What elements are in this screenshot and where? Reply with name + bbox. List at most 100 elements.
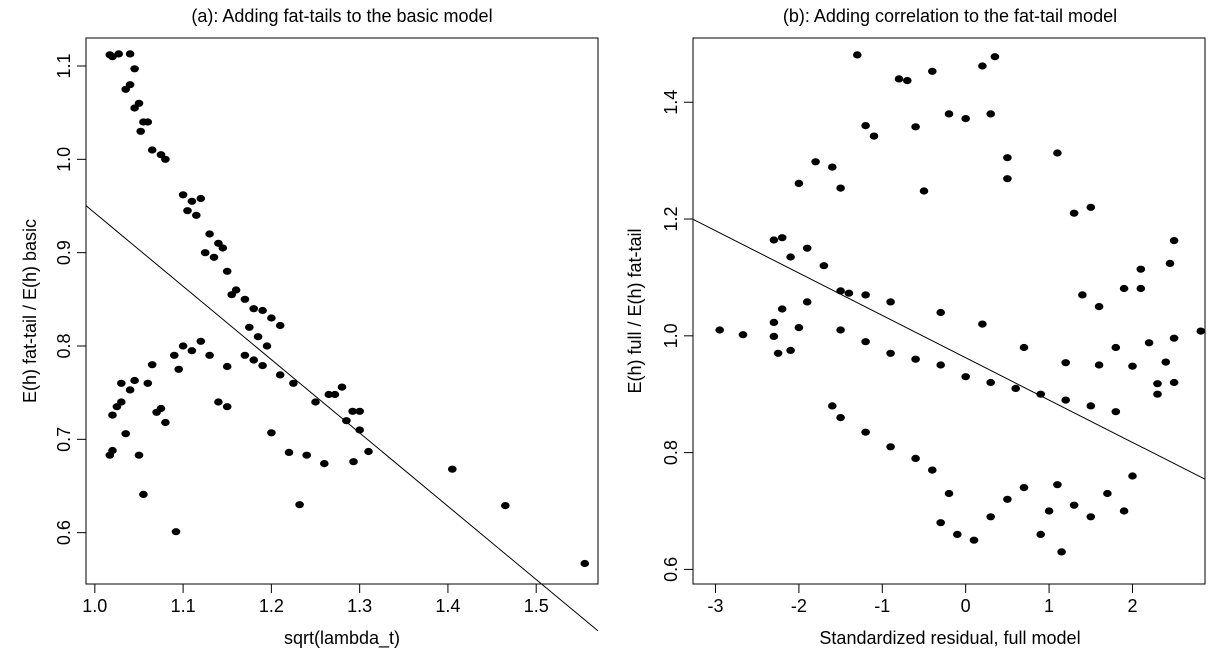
panel-a-x-tick-label: 1.4 xyxy=(435,596,460,616)
panel-b-point xyxy=(1086,513,1096,521)
panel-b-point xyxy=(986,378,995,387)
panel-b-y-tick-label: 1.0 xyxy=(661,323,681,348)
panel-b-x-tick-label: -3 xyxy=(708,596,724,616)
panel-a-y-tick-label: 0.6 xyxy=(54,520,74,545)
panel-b-y-tick-label: 1.2 xyxy=(661,207,681,232)
panel-b-point xyxy=(1003,154,1012,162)
panel-b-point xyxy=(1053,149,1062,157)
panel-b-point xyxy=(928,466,937,474)
panel-a-point xyxy=(364,447,373,456)
panel-b-xlabel: Standardized residual, full model xyxy=(819,628,1080,648)
panel-a-point xyxy=(130,376,139,385)
panel-b-x-tick-label: 1 xyxy=(1044,596,1054,616)
panel-b-ylabel: E(h) full / E(h) fat-tail xyxy=(625,228,645,393)
panel-b-point xyxy=(1061,359,1070,367)
panel-b-point xyxy=(936,361,945,369)
panel-a-point xyxy=(161,155,170,163)
panel-b-point xyxy=(961,373,970,381)
panel-a-point xyxy=(183,207,192,215)
panel-a-point xyxy=(147,146,157,154)
panel-a-point xyxy=(355,407,365,415)
panel-a-point xyxy=(249,356,258,364)
panel-a-point xyxy=(136,127,145,135)
panel-b-point xyxy=(1011,384,1020,392)
panel-a-point xyxy=(222,362,232,371)
panel-b-point xyxy=(1044,507,1054,515)
panel-a-point xyxy=(240,351,250,359)
panel-a-point xyxy=(205,230,214,238)
panel-b-point xyxy=(794,179,804,187)
panel-b-point xyxy=(911,355,920,363)
panel-b-point xyxy=(1094,303,1104,311)
panel-b-point xyxy=(836,184,845,192)
panel-b-point xyxy=(1057,548,1066,556)
panel-b-point xyxy=(1069,209,1079,217)
panel-b-point xyxy=(1061,396,1070,404)
panel-a-y-tick-label: 1.1 xyxy=(54,53,74,78)
panel-a-x-tick-label: 1.0 xyxy=(82,596,107,616)
panel-b-point xyxy=(1078,291,1087,299)
panel-b-point xyxy=(1119,284,1129,293)
panel-a-point xyxy=(245,323,254,331)
panel-b-point xyxy=(802,298,812,306)
panel-a-point xyxy=(174,365,183,373)
panel-b-point xyxy=(1086,203,1096,211)
panel-a-ylabel: E(h) fat-tail / E(h) basic xyxy=(20,219,40,403)
panel-a-point xyxy=(311,398,320,406)
panel-b-point xyxy=(738,331,748,339)
panel-b-point xyxy=(1069,501,1079,509)
panel-b-ticks: -3 -2 -1 0 1 2 0.6 0.8 1.0 1.2 1.4 xyxy=(661,90,1137,616)
panel-b-point xyxy=(1019,343,1029,352)
panel-a-point xyxy=(117,398,126,406)
panel-b-point xyxy=(1153,380,1162,388)
panel-a-point xyxy=(330,390,340,399)
panel-a-point xyxy=(249,305,258,313)
panel-b-point xyxy=(777,234,787,242)
panel-b-point xyxy=(953,530,962,539)
panel-a-point xyxy=(227,291,236,299)
panel-a-point xyxy=(324,390,334,399)
panel-b-x-tick-label: -1 xyxy=(874,596,890,616)
panel-a-point xyxy=(130,65,139,73)
panel-b-regression xyxy=(692,218,1206,480)
panel-b-point xyxy=(1111,408,1121,416)
panel-a-point xyxy=(320,460,329,468)
panel-a-y-tick-label: 0.8 xyxy=(54,333,74,358)
panel-b-point xyxy=(836,287,845,295)
panel-a-point xyxy=(253,333,263,341)
panel-a-y-tick-label: 0.7 xyxy=(54,427,74,452)
panel-a-point xyxy=(218,244,228,252)
panel-b-point xyxy=(911,123,920,131)
panel-b-point xyxy=(777,305,787,313)
panel-a-point xyxy=(262,342,272,350)
panel-b-point xyxy=(1165,259,1175,267)
panel-a-y-tick-label: 1.0 xyxy=(54,147,74,172)
panel-b-point xyxy=(1136,265,1146,273)
panel-a-point xyxy=(196,194,206,203)
panel-b-point xyxy=(936,519,945,527)
panel-a-point xyxy=(143,379,153,387)
panel-a-point xyxy=(349,458,358,466)
panel-a-point xyxy=(302,451,312,459)
panel-b-point xyxy=(853,51,862,59)
panel-a-point xyxy=(125,386,135,394)
panel-a-point xyxy=(170,351,179,359)
panel-b-point xyxy=(861,428,870,436)
panel-b: (b): Adding correlation to the fat-tail … xyxy=(625,6,1206,648)
panel-b-point xyxy=(802,244,812,252)
panel-b-point xyxy=(944,110,954,118)
panel-b-point xyxy=(944,489,954,498)
panel-b-point xyxy=(1019,484,1029,492)
panel-a-point xyxy=(258,306,267,315)
panel-a-point xyxy=(196,337,206,345)
panel-a-point xyxy=(121,85,130,93)
panel-b-point xyxy=(1136,284,1146,293)
panel-a-points xyxy=(105,50,590,568)
panel-b-point xyxy=(1053,481,1062,489)
panel-b-point xyxy=(836,414,845,422)
panel-a-point xyxy=(171,528,181,536)
panel-a-point xyxy=(275,321,285,330)
panel-b-point xyxy=(1128,362,1137,370)
panel-a-point xyxy=(139,490,148,498)
panel-b-point xyxy=(894,75,904,83)
